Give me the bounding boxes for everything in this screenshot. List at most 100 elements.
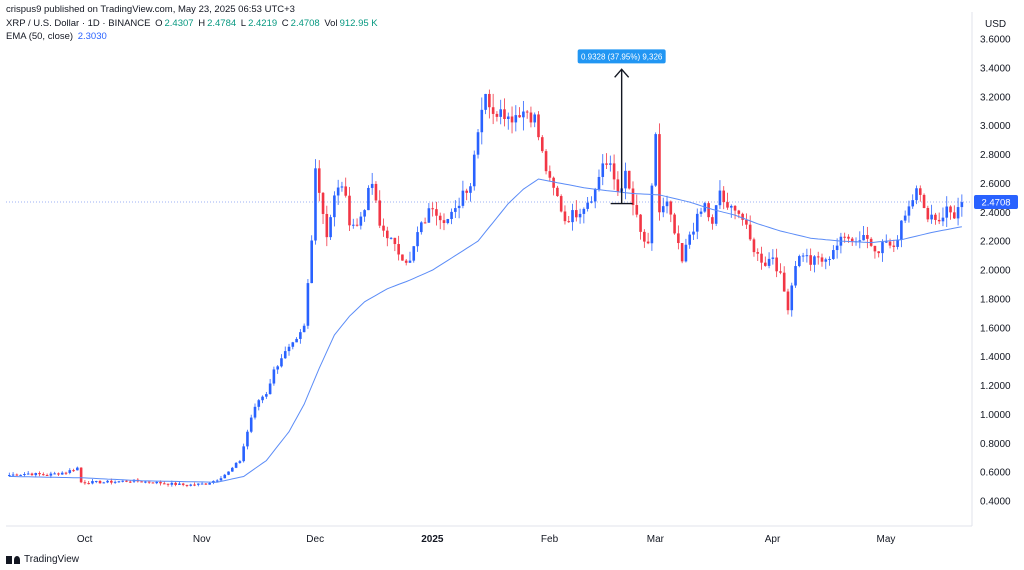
candle-body (510, 116, 514, 123)
candle-body (397, 244, 400, 255)
candle-body (106, 480, 109, 483)
candle-body (688, 234, 691, 245)
candle-body (941, 217, 945, 222)
candle-body (937, 219, 941, 222)
candle-body (8, 475, 11, 477)
candle-body (820, 257, 824, 262)
candle-body (601, 163, 605, 177)
candle-body (60, 472, 64, 475)
candle-body (499, 109, 502, 117)
candle-body (208, 482, 211, 485)
candle-body (847, 236, 850, 239)
measure-arrow-icon (614, 68, 630, 78)
candle-body (276, 366, 279, 370)
candle-body (389, 237, 393, 239)
candle-body (518, 115, 521, 118)
open-label: O (155, 18, 163, 29)
candle-body (204, 483, 208, 485)
candle-body (314, 168, 317, 241)
candle-body (635, 205, 639, 215)
candle-body (128, 481, 132, 483)
candle-body (91, 481, 94, 484)
y-tick-label: 1.4000 (980, 352, 1011, 363)
candle-body (748, 224, 752, 240)
candle-body (779, 271, 782, 273)
x-tick-label: Feb (541, 534, 559, 545)
candle-body (707, 203, 710, 218)
candle-body (480, 109, 484, 133)
candle-body (767, 258, 771, 266)
candle-body (72, 470, 75, 472)
candle-body (125, 480, 128, 482)
candle-body (949, 206, 952, 213)
candle-body (699, 211, 703, 214)
low-value: 2.4219 (248, 18, 278, 29)
candle-body (268, 383, 272, 395)
candle-body (42, 474, 45, 476)
candle-body (476, 132, 480, 155)
candle-body (306, 283, 310, 326)
candle-body (431, 208, 434, 210)
ema-value: 2.3030 (77, 31, 107, 42)
candle-body (15, 474, 19, 476)
candle-body (612, 163, 616, 180)
candle-body (283, 351, 287, 359)
candle-body (590, 201, 593, 203)
candle-body (472, 154, 476, 187)
candle-body (911, 200, 915, 207)
candle-body (529, 112, 533, 123)
candle-body (450, 211, 453, 220)
candle-body (30, 473, 34, 476)
candle-body (231, 467, 234, 472)
candle-body (26, 473, 30, 475)
tradingview-footer[interactable]: TradingView (6, 554, 79, 565)
y-tick-label: 3.2000 (980, 92, 1011, 103)
candle-body (113, 481, 117, 483)
candle-body (49, 473, 53, 476)
candle-body (616, 179, 620, 192)
candle-body (484, 93, 487, 110)
candle-body (605, 163, 608, 165)
candle-body (578, 213, 582, 218)
y-tick-label: 2.0000 (980, 266, 1011, 277)
candle-body (495, 113, 499, 117)
candle-body (764, 262, 767, 266)
candle-body (522, 111, 525, 118)
candle-body (355, 224, 359, 226)
candle-body (816, 256, 820, 258)
candle-body (83, 482, 87, 484)
candle-body (435, 209, 438, 216)
candle-body (771, 257, 775, 259)
candle-body (68, 470, 72, 473)
candle-body (227, 471, 230, 475)
candle-body (930, 214, 933, 220)
candles-group (8, 89, 964, 488)
candle-body (832, 250, 835, 259)
candle-body (374, 183, 378, 201)
y-tick-label: 2.6000 (980, 179, 1011, 190)
candle-body (609, 163, 612, 165)
candle-body (503, 109, 506, 120)
candle-body (461, 190, 465, 206)
candle-body (454, 208, 457, 212)
candle-body (926, 207, 930, 220)
candle-body (658, 134, 661, 213)
candle-body (45, 474, 49, 476)
candle-body (828, 258, 831, 260)
candle-body (729, 205, 733, 208)
candle-body (446, 219, 450, 224)
symbol-title[interactable]: XRP / U.S. Dollar · 1D · BINANCE (6, 18, 151, 29)
ema-label[interactable]: EMA (50, close) (6, 31, 74, 42)
candle-body (367, 187, 370, 211)
candle-body (850, 238, 854, 242)
candle-body (726, 202, 729, 208)
candle-body (253, 406, 257, 418)
candle-body (117, 481, 121, 483)
candle-body (280, 358, 283, 367)
x-tick-label: 2025 (421, 534, 444, 545)
x-tick-label: Apr (765, 534, 781, 545)
candle-body (631, 188, 635, 206)
high-label: H (198, 18, 206, 29)
y-tick-label: 1.6000 (980, 323, 1011, 334)
